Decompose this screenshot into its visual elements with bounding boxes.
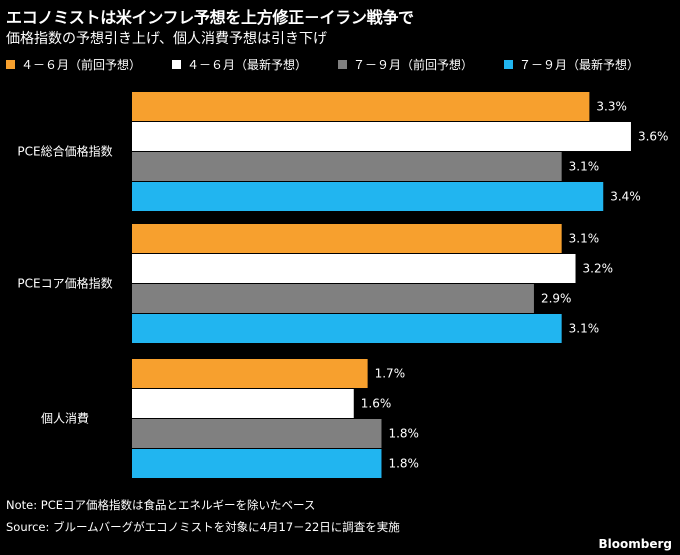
data-label: 3.1% <box>569 322 600 336</box>
bar <box>132 359 368 388</box>
legend-label: ４－６月（最新予想） <box>187 58 308 72</box>
bar <box>132 419 382 448</box>
legend-item-q2-latest: ４－６月（最新予想） <box>172 56 307 73</box>
legend-label: ７－９月（前回予想） <box>353 58 474 72</box>
bar <box>132 314 562 343</box>
data-label: 3.2% <box>583 262 614 276</box>
data-label: 1.8% <box>388 427 419 441</box>
category-label: PCE総合価格指数 <box>17 144 112 159</box>
bar <box>132 152 562 181</box>
data-label: 1.6% <box>361 397 392 411</box>
bar <box>132 284 534 313</box>
legend-item-q2-previous: ４－６月（前回予想） <box>6 56 141 73</box>
legend-swatch <box>6 60 15 69</box>
bar <box>132 224 562 253</box>
legend-item-q3-latest: ７－９月（最新予想） <box>504 56 639 73</box>
legend: ４－６月（前回予想） ４－６月（最新予想） ７－９月（前回予想） ７－９月（最新… <box>6 56 676 74</box>
bar <box>132 122 631 151</box>
data-label: 2.9% <box>541 292 572 306</box>
bar <box>132 389 354 418</box>
data-label: 3.4% <box>610 190 641 204</box>
data-label: 3.3% <box>596 100 627 114</box>
legend-swatch <box>172 60 181 69</box>
legend-label: ７－９月（最新予想） <box>519 58 640 72</box>
legend-swatch <box>338 60 347 69</box>
legend-swatch <box>504 60 513 69</box>
data-label: 3.1% <box>569 232 600 246</box>
bar <box>132 182 604 211</box>
legend-item-q3-previous: ７－９月（前回予想） <box>338 56 473 73</box>
data-label: 1.8% <box>388 457 419 471</box>
chart-title: エコノミストは米インフレ予想を上方修正－イラン戦争で <box>6 8 414 27</box>
bloomberg-logo: Bloomberg <box>598 537 673 551</box>
category-label: 個人消費 <box>41 411 89 426</box>
data-label: 3.6% <box>638 130 669 144</box>
data-label: 3.1% <box>569 160 600 174</box>
legend-label: ４－６月（前回予想） <box>21 58 142 72</box>
category-label: PCEコア価格指数 <box>17 276 112 291</box>
chart-subtitle: 価格指数の予想引き上げ、個人消費予想は引き下げ <box>6 31 328 47</box>
bar <box>132 92 590 121</box>
bar <box>132 254 576 283</box>
chart-note: Note: PCEコア価格指数は食品とエネルギーを除いたベース <box>6 498 316 512</box>
bar <box>132 449 382 478</box>
chart-source: Source: ブルームバーグがエコノミストを対象に4月17－22日に調査を実施 <box>6 520 400 534</box>
bar-chart: PCE総合価格指数 3.3% 3.6% 3.1% 3.4% PCEコア価格指数 3.1% 3.… <box>17 92 669 478</box>
data-label: 1.7% <box>375 367 406 381</box>
